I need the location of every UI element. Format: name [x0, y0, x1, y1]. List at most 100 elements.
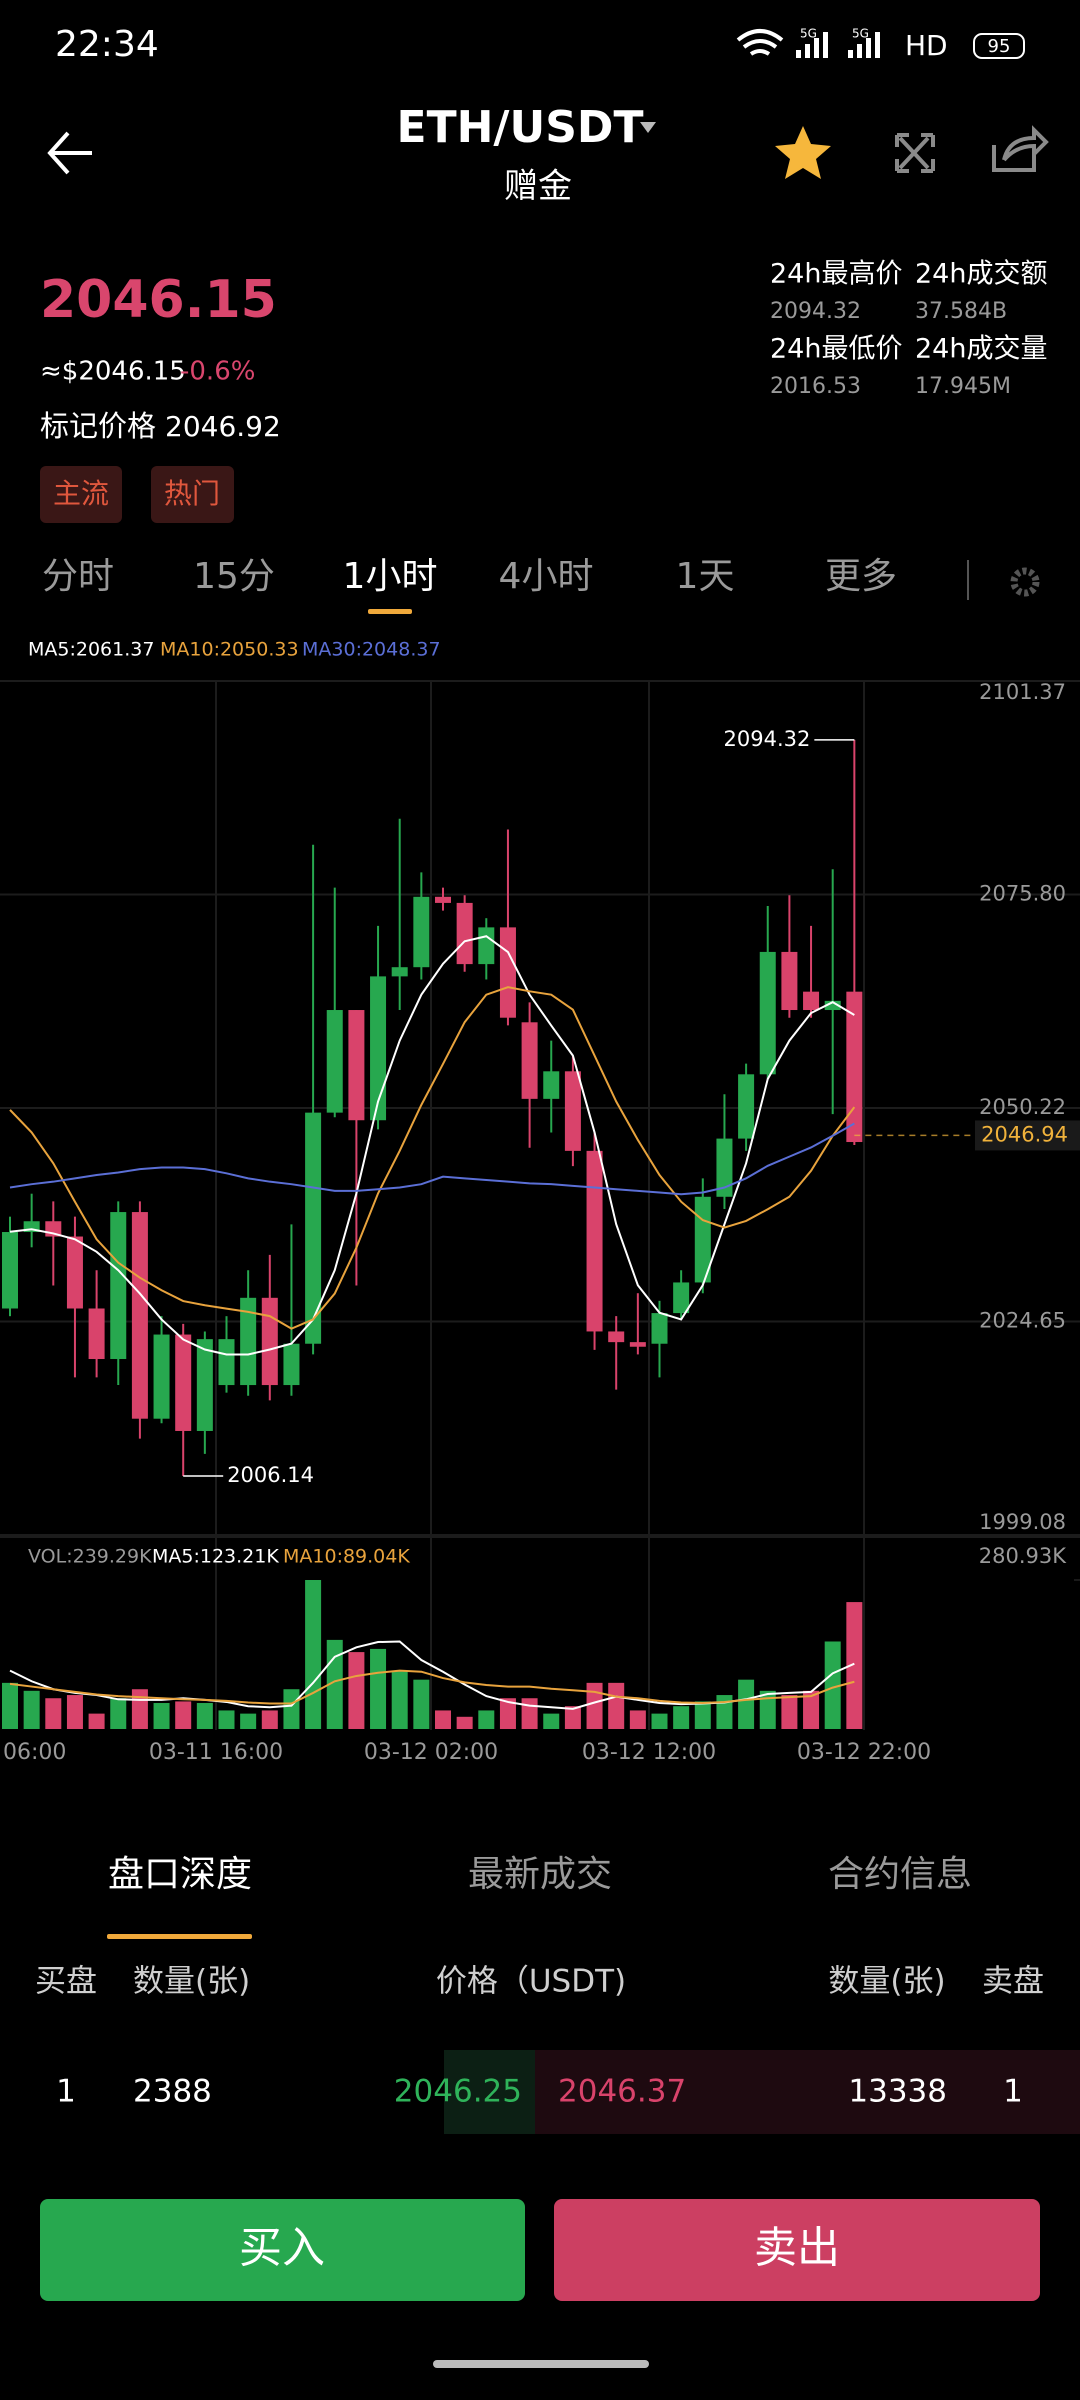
- bid-depth-bar: [444, 2050, 535, 2134]
- legend-entry: MA30:2048.37: [302, 639, 441, 661]
- x-tick-label: 03-12 22:00: [797, 1740, 931, 1765]
- sell-button[interactable]: [554, 2199, 1040, 2301]
- volume-bar: [88, 1713, 105, 1729]
- pair-title[interactable]: ETH/USDT: [397, 102, 644, 153]
- volume-bar: [629, 1710, 646, 1729]
- candle-body: [2, 1232, 18, 1309]
- stat-value: 37.584B: [915, 299, 1007, 324]
- x-tick-label: 03-12 12:00: [582, 1740, 716, 1765]
- volume-bar: [846, 1602, 863, 1729]
- volume-bar: [131, 1689, 148, 1729]
- mark-price-label: 标记价格: [40, 409, 156, 443]
- last-price-box: [975, 1120, 1080, 1151]
- interval-tab[interactable]: 更多: [825, 556, 897, 597]
- battery-icon: [973, 33, 1025, 59]
- pair-subtitle: 赠金: [504, 167, 572, 207]
- tag: 主流: [53, 477, 109, 510]
- volume-bar: [824, 1641, 841, 1729]
- pair-dropdown[interactable]: [640, 122, 656, 133]
- share-button[interactable]: [992, 125, 1049, 172]
- depth-tab[interactable]: 盘口深度: [108, 1854, 252, 1895]
- price-change: -0.6%: [180, 357, 255, 387]
- volume-bar: [456, 1716, 473, 1729]
- volume-bar: [673, 1706, 690, 1729]
- usd-price: ≈$2046.15: [40, 357, 186, 387]
- candle-body: [413, 896, 430, 968]
- stat-value: 2094.32: [770, 299, 861, 324]
- volume-bar: [759, 1690, 776, 1729]
- y-tick-label: 280.93K: [979, 1544, 1067, 1568]
- volume-bar: [45, 1698, 62, 1729]
- candle-body: [521, 1022, 538, 1099]
- volume-bar: [305, 1580, 322, 1729]
- candle-body: [240, 1297, 257, 1386]
- volume-title: VOL:239.29K: [28, 1546, 152, 1568]
- depth-header: 数量(张): [133, 1964, 250, 2000]
- candle-body: [564, 1071, 581, 1151]
- interval-tab[interactable]: 1天: [676, 556, 735, 597]
- volume-bar: [564, 1706, 581, 1729]
- ask-price: 2046.37: [558, 2074, 686, 2110]
- signal-icon: [796, 32, 828, 58]
- favorite-star[interactable]: [775, 126, 831, 179]
- candle-body: [261, 1297, 278, 1386]
- status-time: 22:34: [55, 24, 159, 65]
- y-tick-label: 2075.80: [979, 881, 1066, 905]
- x-tick-label: 06:00: [3, 1740, 66, 1765]
- ask-depth-bar: [535, 2050, 1080, 2134]
- y-tick-label: 2050.22: [979, 1095, 1066, 1119]
- candle-body: [283, 1343, 300, 1386]
- wifi-icon: [736, 29, 784, 56]
- fullscreen-button[interactable]: [895, 133, 935, 173]
- volume-bar: [478, 1710, 495, 1729]
- buy-button[interactable]: [40, 2199, 525, 2301]
- back-button[interactable]: [47, 131, 92, 175]
- depth-tab[interactable]: 合约信息: [828, 1854, 972, 1895]
- volume-bar: [110, 1698, 127, 1729]
- settings-button[interactable]: [1010, 567, 1040, 597]
- volume-bar: [370, 1648, 387, 1729]
- stat-value: 17.945M: [915, 374, 1011, 399]
- candle-body: [391, 967, 408, 977]
- volume-bar: [391, 1670, 408, 1729]
- volume-bar: [218, 1710, 235, 1729]
- candle-body: [456, 902, 473, 965]
- candle-body: [326, 1010, 343, 1113]
- volume-bar: [261, 1710, 278, 1729]
- battery-level: 95: [988, 36, 1011, 57]
- volume-bar: [175, 1701, 192, 1729]
- candlestick-chart: 1999.08 2024.65 2050.22 2075.80 2101.37 MA5:2…: [0, 639, 1080, 1765]
- bid-price: 2046.25: [394, 2074, 522, 2110]
- depth-header: 价格（USDT): [436, 1964, 626, 2000]
- y-tick-label: 2101.37: [979, 680, 1066, 704]
- volume-bar: [196, 1703, 213, 1729]
- candle-body: [694, 1196, 711, 1283]
- hd-label: HD: [905, 29, 948, 62]
- candle-body: [759, 951, 776, 1075]
- interval-tab[interactable]: 1小时: [343, 556, 438, 597]
- tag: 热门: [164, 477, 220, 510]
- depth-tab[interactable]: 最新成交: [468, 1854, 612, 1895]
- candle-body: [370, 976, 387, 1121]
- ma-line: [9, 986, 856, 1330]
- interval-tab[interactable]: 4小时: [499, 556, 594, 597]
- ask-level: 1: [1003, 2074, 1023, 2110]
- volume-bar: [608, 1682, 625, 1729]
- volume-bar: [694, 1701, 711, 1729]
- candle-body: [348, 1010, 365, 1121]
- buy-label[interactable]: 买入: [239, 2224, 325, 2274]
- tab-underline: [368, 609, 412, 614]
- sell-label[interactable]: 卖出: [754, 2224, 840, 2274]
- volume-bar: [716, 1695, 733, 1729]
- legend-entry: MA5:123.21K: [152, 1546, 279, 1568]
- stat-label: 24h成交量: [915, 334, 1047, 365]
- candle-body: [673, 1282, 690, 1314]
- interval-tab[interactable]: 分时: [42, 556, 114, 597]
- candle-body: [196, 1339, 213, 1431]
- ma-line: [9, 935, 855, 1356]
- interval-tab[interactable]: 15分: [193, 556, 275, 597]
- candle-body: [305, 1112, 322, 1344]
